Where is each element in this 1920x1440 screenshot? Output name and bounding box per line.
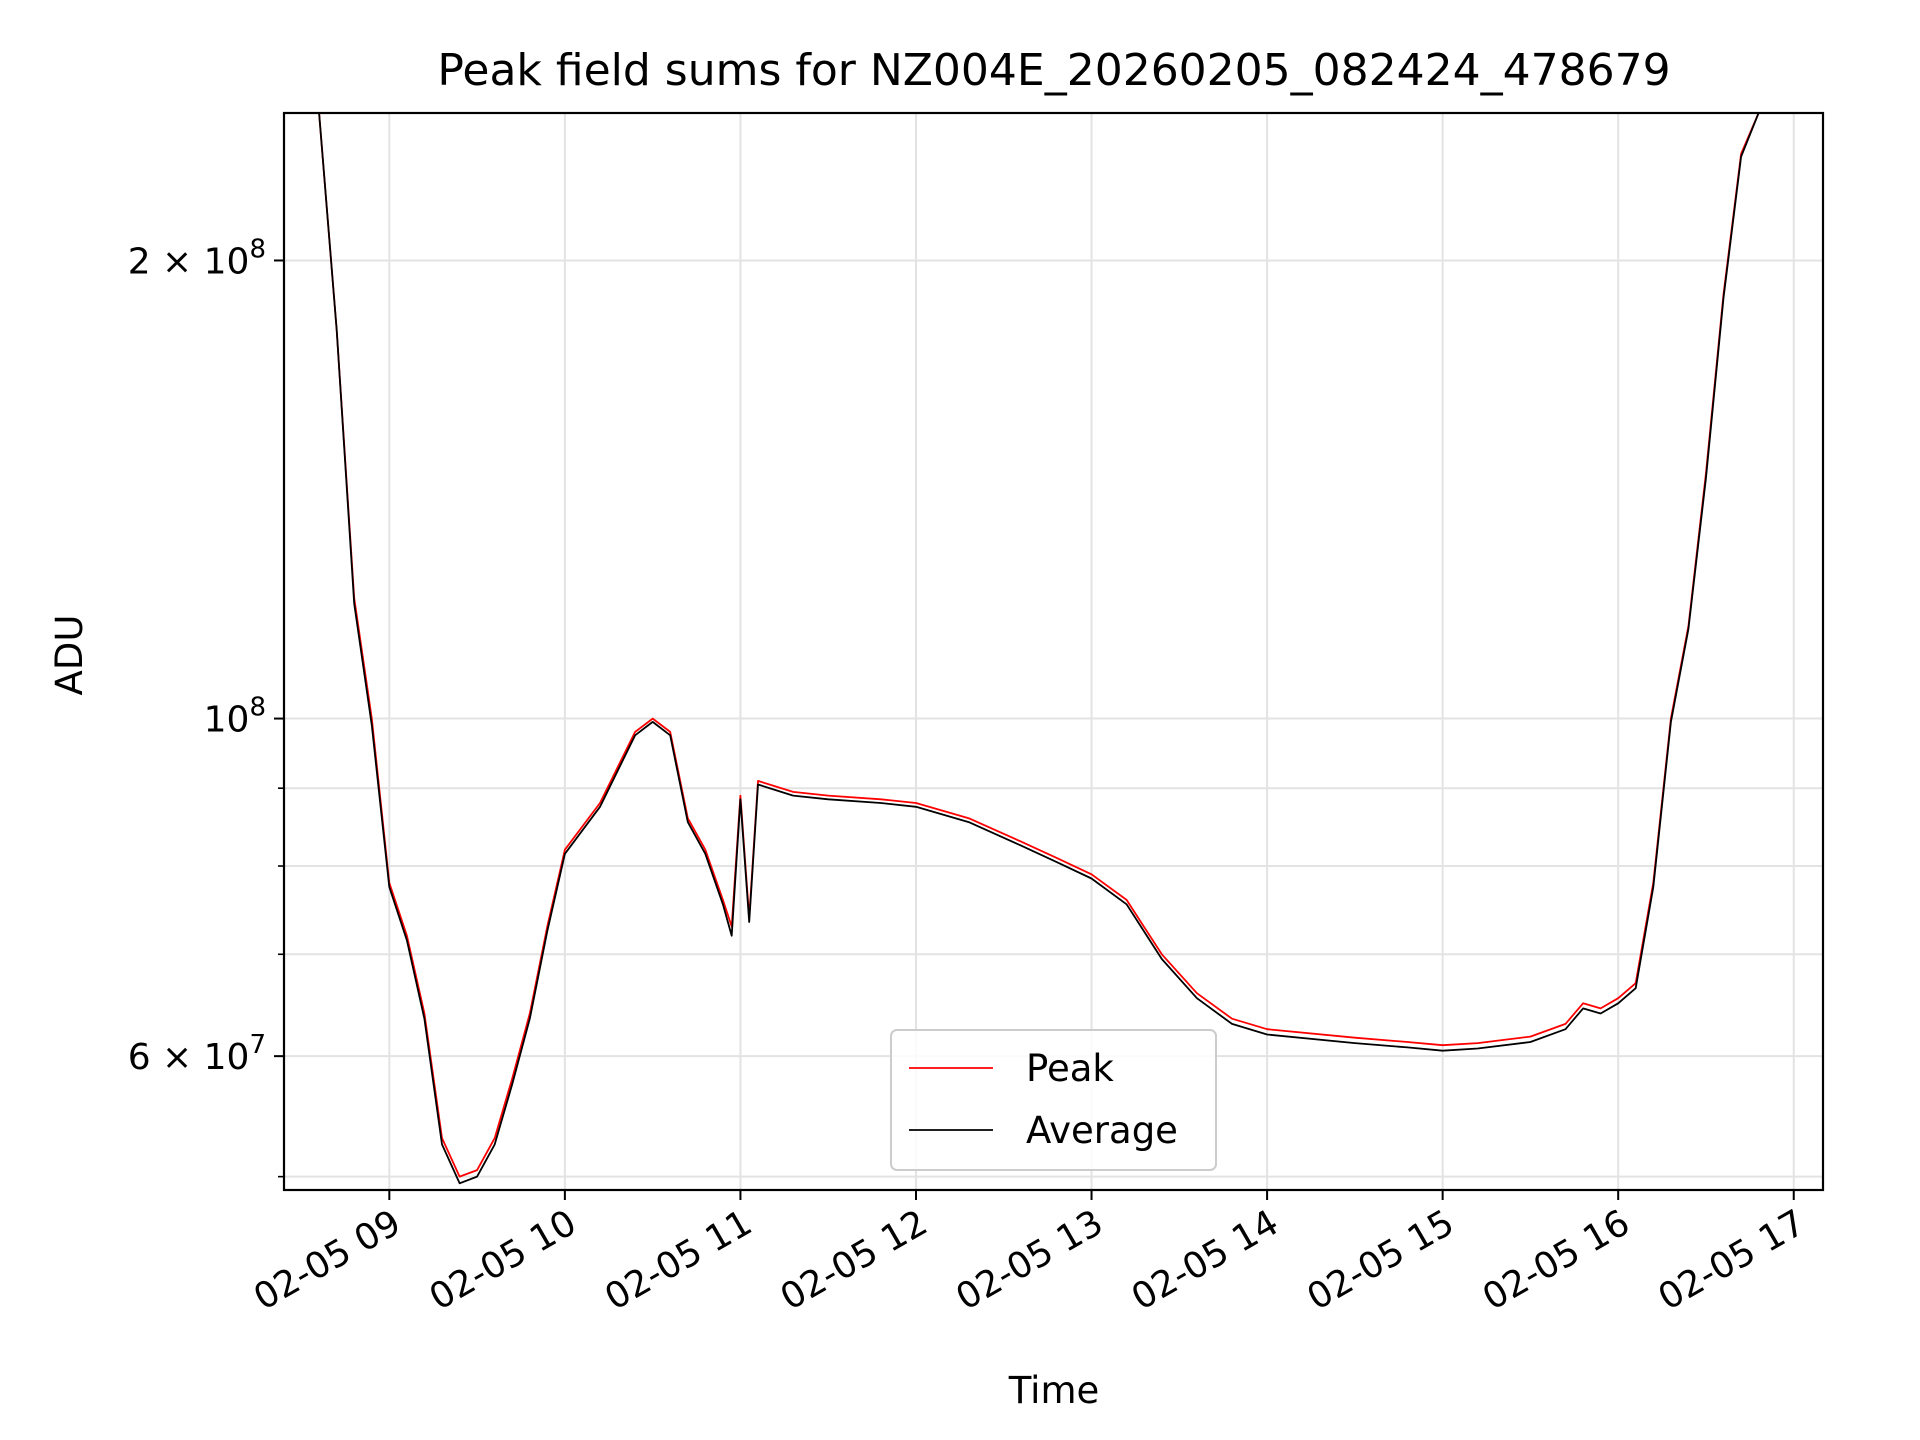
y-tick-mantissa: 10 [204,700,250,741]
y-axis-label: ADU [48,615,91,696]
series-line-peak [284,113,1823,1178]
y-tick-mantissa: 2 × 10 [128,241,250,282]
legend-label-peak: Peak [1026,1047,1114,1090]
y-tick-exponent: 8 [249,693,266,723]
y-tick-label: 6 × 107 [128,1030,266,1078]
legend: Peak Average [890,1029,1217,1171]
series-lines [284,113,1823,1185]
y-tick-label: 2 × 108 [128,234,266,282]
grid [284,113,1823,1190]
plot-frame [282,111,1825,1192]
y-tick-label: 108 [204,693,266,741]
chart-title: Peak field sums for NZ004E_20260205_0824… [437,45,1670,96]
y-tick-mantissa: 6 × 10 [128,1037,250,1078]
x-axis-label: Time [1008,1369,1100,1412]
y-tick-exponent: 7 [249,1030,266,1060]
y-tick-exponent: 8 [249,234,266,264]
series-line-average [284,113,1823,1185]
legend-box [890,1029,1217,1171]
legend-label-average: Average [1026,1109,1178,1152]
